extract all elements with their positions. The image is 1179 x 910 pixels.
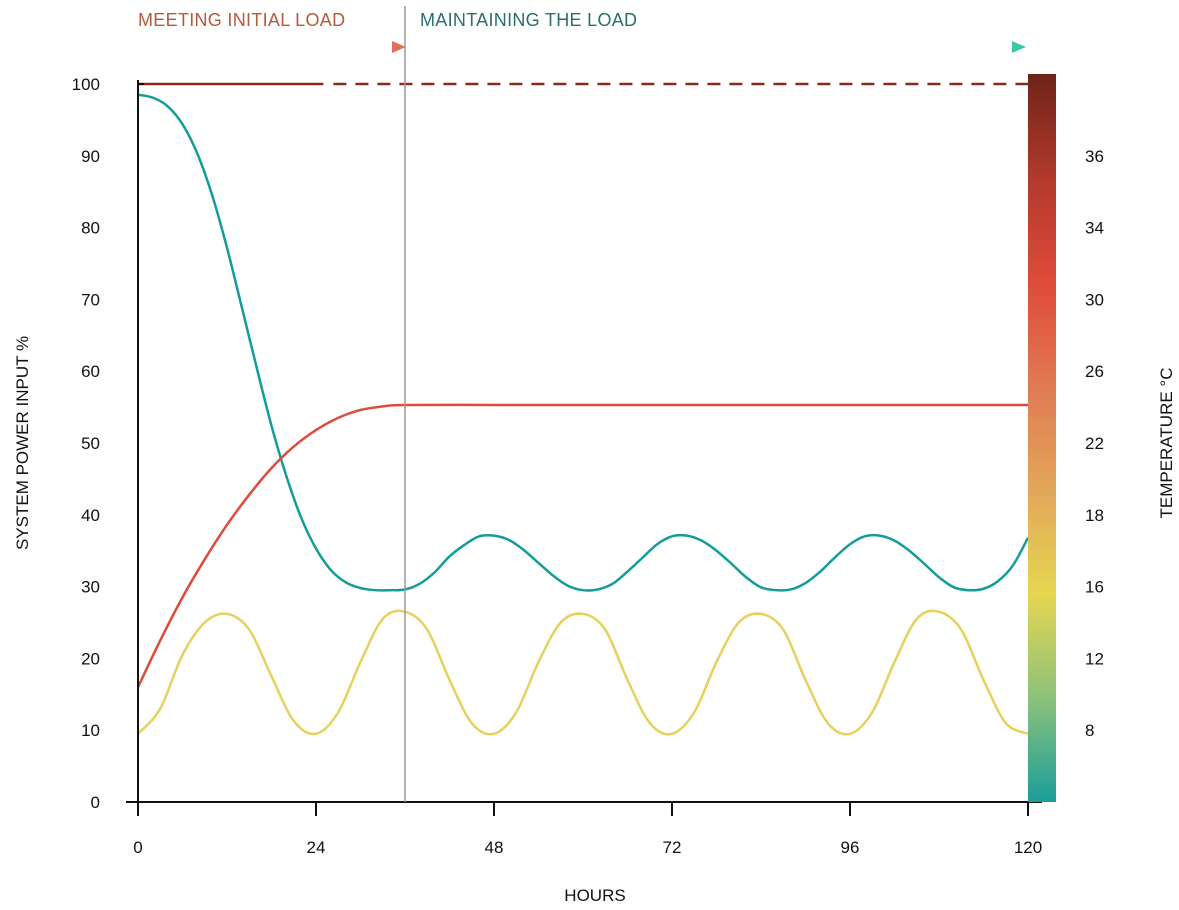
series-red-line [136, 403, 1028, 688]
y-tick-label: 90 [81, 147, 100, 166]
y2-tick-label: 30 [1085, 290, 1104, 309]
y2-tick-label: 12 [1085, 649, 1104, 668]
y-tick-label: 30 [81, 578, 100, 597]
y-tick-label: 100 [72, 75, 100, 94]
x-tick-label: 96 [841, 838, 860, 857]
phase-arrowhead [1012, 41, 1026, 53]
axes: 0 24 48 72 96 120 0 10 20 30 40 50 60 70 80 90 100 [72, 6, 1042, 857]
phase-label-meeting-initial-load: MEETING INITIAL LOAD [138, 10, 345, 30]
x-tick-label: 0 [133, 838, 142, 857]
series-group [136, 82, 1030, 736]
phase-arrowhead [392, 41, 406, 53]
y-tick-label: 70 [81, 290, 100, 309]
y-axis-title: SYSTEM POWER INPUT % [13, 336, 32, 550]
y-tick-label: 80 [81, 219, 100, 238]
y-tick-label: 40 [81, 506, 100, 525]
y2-axis-title: TEMPERATURE °C [1157, 368, 1176, 519]
y2-tick-label: 26 [1085, 362, 1104, 381]
y-tick-label: 20 [81, 649, 100, 668]
x-tick-label: 72 [663, 838, 682, 857]
x-tick-label: 48 [485, 838, 504, 857]
y2-tick-label: 8 [1085, 721, 1094, 740]
y2-tick-label: 36 [1085, 147, 1104, 166]
y-tick-label: 60 [81, 362, 100, 381]
y-tick-label: 50 [81, 434, 100, 453]
x-tick-label: 120 [1014, 838, 1042, 857]
phase-banner: MEETING INITIAL LOAD MAINTAINING THE LOA… [138, 10, 1026, 53]
y2-tick-label: 16 [1085, 578, 1104, 597]
x-tick-label: 24 [307, 838, 326, 857]
y-tick-label: 10 [81, 721, 100, 740]
y-tick-label: 0 [91, 793, 100, 812]
y2-tick-label: 22 [1085, 434, 1104, 453]
series-yellow-line [137, 609, 1029, 736]
phase-label-maintaining-the-load: MAINTAINING THE LOAD [420, 10, 637, 30]
series-teal-line [137, 93, 1030, 592]
temperature-colorbar: 8 12 16 18 22 26 30 34 36 [1028, 74, 1104, 802]
x-axis-title: HOURS [564, 886, 625, 905]
y2-tick-label: 18 [1085, 506, 1104, 525]
y2-tick-label: 34 [1085, 219, 1104, 238]
colorbar-gradient [1028, 74, 1056, 802]
